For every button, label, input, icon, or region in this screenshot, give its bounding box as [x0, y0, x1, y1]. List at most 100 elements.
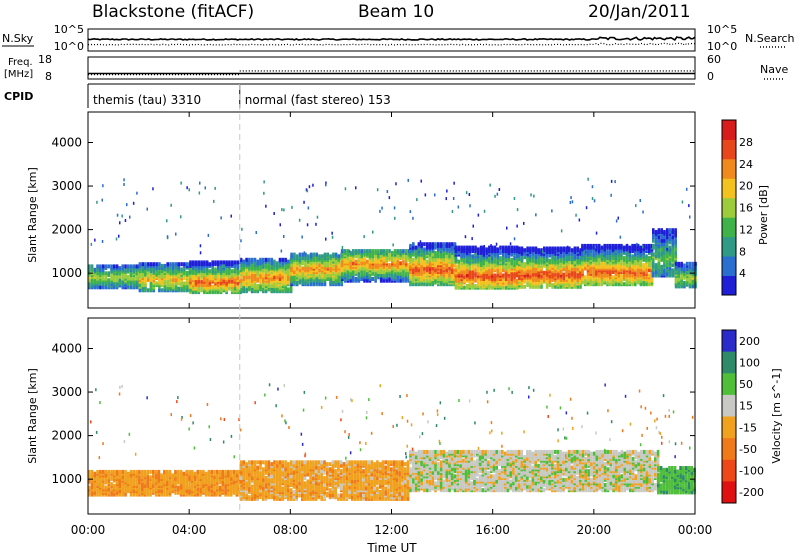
power-cell	[298, 252, 302, 257]
velocity-cell	[174, 490, 177, 495]
power-cell	[614, 180, 616, 184]
power-cell	[393, 206, 396, 210]
power-cell	[270, 284, 273, 288]
power-cell	[388, 196, 391, 200]
power-cell	[158, 262, 161, 267]
velocity-cell	[96, 469, 99, 474]
power-cell	[208, 290, 212, 295]
power-cell	[665, 263, 669, 268]
power-cell	[665, 242, 669, 247]
power-cell	[382, 264, 386, 269]
power-cell	[169, 277, 172, 282]
velocity-cell	[149, 469, 152, 474]
power-cell	[516, 208, 519, 212]
power-cell	[657, 257, 661, 262]
power-cell	[379, 209, 381, 213]
power-cell	[376, 188, 379, 192]
power-cell	[428, 278, 432, 283]
power-cell	[204, 186, 206, 190]
nave-right-label: Nave	[760, 63, 788, 76]
velocity-cell	[140, 469, 144, 474]
power-cell	[540, 263, 543, 268]
velocity-cell	[256, 460, 259, 465]
velocity-cell	[275, 483, 279, 487]
power-cell	[169, 262, 172, 267]
power-cell	[275, 278, 279, 283]
cpid-panel: CPID themis (tau) 3310 normal (fast stere…	[4, 83, 695, 108]
power-cell	[603, 243, 606, 248]
power-cell	[121, 214, 123, 218]
velocity-cell	[96, 475, 99, 480]
power-cell	[320, 282, 324, 287]
power-cell	[468, 193, 471, 196]
power-cell	[454, 245, 458, 250]
power-cell	[219, 277, 223, 282]
power-cell	[597, 282, 601, 287]
power-cell	[603, 271, 606, 276]
velocity-cell	[232, 469, 236, 474]
power-cell	[526, 246, 529, 251]
power-colorbar-swatch	[722, 139, 736, 160]
power-cell	[493, 257, 497, 262]
power-cell	[510, 252, 513, 257]
frequency-label-line2: [MHz]	[4, 69, 33, 80]
power-cell	[372, 230, 374, 234]
power-cell	[499, 249, 502, 254]
power-cell	[208, 262, 212, 267]
power-cell	[233, 267, 237, 272]
power-cell	[185, 270, 189, 275]
power-cell	[135, 271, 138, 276]
power-cell	[343, 249, 347, 254]
power-cell	[325, 181, 327, 185]
power-cell	[654, 270, 658, 274]
power-cell	[245, 268, 248, 273]
power-cell	[559, 246, 563, 251]
power-cell	[90, 278, 94, 283]
velocity-cell	[113, 483, 116, 488]
velocity-cell	[110, 482, 113, 487]
velocity-cell	[248, 460, 251, 465]
power-cell	[278, 285, 282, 290]
power-cell	[307, 206, 310, 210]
power-cell	[158, 288, 161, 293]
noise-sky-line	[87, 36, 696, 41]
power-cell	[349, 250, 352, 255]
power-cell	[357, 268, 361, 273]
power-cell	[275, 287, 279, 292]
power-cell	[423, 242, 426, 247]
power-cell	[200, 279, 203, 284]
power-cell	[674, 228, 677, 233]
power-cell	[381, 206, 383, 210]
velocity-cell	[248, 467, 251, 472]
power-cell	[428, 242, 432, 247]
power-cell	[301, 261, 305, 266]
power-cell	[531, 255, 535, 260]
velocity-cell	[224, 469, 227, 474]
power-cell	[657, 228, 661, 233]
power-cell	[214, 267, 217, 272]
power-cell	[499, 256, 502, 261]
power-cell	[479, 280, 483, 285]
power-cell	[556, 258, 560, 263]
power-cell	[341, 246, 344, 249]
power-cell	[340, 249, 344, 254]
power-cell	[417, 259, 421, 264]
power-cell	[554, 281, 557, 286]
power-cell	[515, 278, 519, 283]
velocity-cell	[196, 469, 200, 474]
velocity-cell	[253, 474, 257, 479]
power-cell	[654, 230, 658, 234]
power-cell	[284, 264, 287, 269]
power-cell	[471, 270, 474, 274]
velocity-cell	[165, 482, 169, 487]
power-cell	[488, 256, 491, 261]
velocity-cell	[213, 475, 216, 480]
power-cell	[617, 264, 620, 269]
power-cell	[597, 271, 601, 276]
power-cell	[450, 277, 454, 281]
velocity-cell	[138, 476, 141, 481]
power-cell	[502, 273, 505, 278]
power-cell	[344, 187, 347, 191]
power-cell	[592, 263, 595, 268]
